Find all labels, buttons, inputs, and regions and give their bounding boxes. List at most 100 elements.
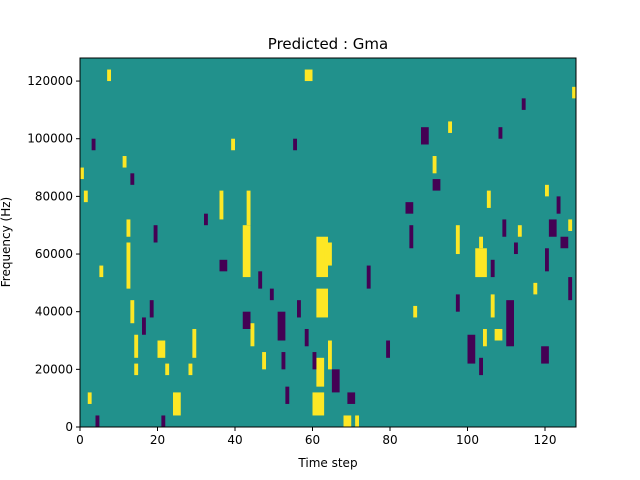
heatmap-cell-high xyxy=(250,323,255,347)
heatmap-cell-high xyxy=(328,340,332,370)
heatmap-cell-low xyxy=(91,138,96,151)
heatmap-cell-low xyxy=(502,219,507,237)
heatmap-cell-low xyxy=(366,265,371,289)
x-tick-label: 60 xyxy=(305,433,320,447)
heatmap-cell-high xyxy=(107,69,112,82)
heatmap-cell-high xyxy=(486,190,491,208)
chart-title: Predicted : Gma xyxy=(268,35,388,53)
heatmap-cell-high xyxy=(262,352,267,370)
heatmap-cell-low xyxy=(297,300,301,318)
heatmap-cell-low xyxy=(506,300,514,347)
plot-area xyxy=(79,57,577,428)
heatmap-cell-high xyxy=(83,190,88,203)
heatmap-cell-high xyxy=(448,121,453,133)
heatmap-cell-low xyxy=(432,179,441,191)
heatmap-cell-low xyxy=(285,386,290,404)
heatmap-cell-high xyxy=(188,363,193,376)
heatmap-cells xyxy=(80,69,577,427)
heatmap-cell-low xyxy=(498,127,503,139)
heatmap-cell-low xyxy=(514,242,518,255)
heatmap-cell-high xyxy=(494,328,503,341)
heatmap-cell-high xyxy=(231,138,236,151)
heatmap-cell-low xyxy=(421,127,429,145)
heatmap-cell-high xyxy=(413,305,418,318)
x-tick-label: 40 xyxy=(227,433,242,447)
x-axis-label: Time step xyxy=(297,456,357,470)
heatmap-cell-high xyxy=(126,242,131,289)
heatmap-cell-high xyxy=(316,236,329,278)
heatmap-cell-high xyxy=(130,300,135,324)
heatmap-cell-high xyxy=(545,184,549,197)
heatmap-cell-low xyxy=(409,225,414,249)
heatmap-cell-low xyxy=(467,334,476,364)
heatmap-cell-low xyxy=(281,352,286,370)
heatmap-cell-low xyxy=(142,317,146,335)
heatmap-cell-high xyxy=(122,156,127,168)
y-tick-label: 120000 xyxy=(27,74,73,88)
heatmap-cell-low xyxy=(548,219,557,237)
y-tick-label: 100000 xyxy=(27,132,73,146)
heatmap-cell-high xyxy=(483,328,487,347)
heatmap-cell-low xyxy=(269,288,274,301)
heatmap-cell-high xyxy=(312,392,325,416)
heatmap-cell-high xyxy=(192,328,197,358)
heatmap-cell-high xyxy=(87,392,92,404)
x-tick-label: 20 xyxy=(150,433,165,447)
heatmap-cell-low xyxy=(304,328,309,347)
heatmap-cell-low xyxy=(242,311,251,329)
heatmap-cell-high xyxy=(572,86,577,99)
heatmap-cell-high xyxy=(304,69,313,82)
heatmap-cell-high xyxy=(134,334,139,358)
heatmap-cell-high xyxy=(126,219,131,237)
heatmap-cell-high xyxy=(455,225,460,255)
heatmap-cell-high xyxy=(157,340,166,358)
y-tick-label: 0 xyxy=(65,420,73,434)
heatmap-cell-high xyxy=(242,225,251,278)
heatmap-cell-high xyxy=(80,167,84,180)
heatmap-cell-low xyxy=(347,392,356,404)
heatmap-cell-low xyxy=(277,311,286,341)
heatmap-cell-high xyxy=(316,357,325,387)
heatmap-cell-high xyxy=(432,156,437,174)
heatmap-cell-high xyxy=(568,219,573,231)
y-tick-label: 80000 xyxy=(35,189,73,203)
x-tick-label: 80 xyxy=(382,433,397,447)
heatmap-cell-low xyxy=(331,369,340,393)
plot-frame xyxy=(79,57,577,428)
heatmap-cell-high xyxy=(475,248,487,278)
heatmap-cell-low xyxy=(312,352,317,370)
heatmap-cell-high xyxy=(517,225,522,237)
x-axis-ticks: 0 20 40 60 80 100 120 xyxy=(76,427,556,447)
heatmap-cell-high xyxy=(219,190,224,220)
heatmap-cell-low xyxy=(560,236,569,249)
heatmap-cell-low xyxy=(204,213,208,226)
heatmap-cell-low xyxy=(386,340,391,358)
heatmap-cell-high xyxy=(343,415,352,427)
heatmap-cell-high xyxy=(246,190,251,226)
y-tick-label: 60000 xyxy=(35,247,73,261)
y-axis-label: Frequency (Hz) xyxy=(0,197,13,288)
heatmap-cell-low xyxy=(161,415,166,427)
x-tick-label: 0 xyxy=(76,433,84,447)
heatmap-cell-high xyxy=(134,363,139,376)
heatmap-cell-low xyxy=(153,225,158,243)
heatmap-cell-high xyxy=(324,242,332,266)
heatmap-cell-high xyxy=(479,236,484,249)
heatmap-cell-high xyxy=(490,294,495,318)
heatmap-cell-low xyxy=(149,300,154,318)
heatmap-cell-low xyxy=(405,202,414,214)
heatmap-cell-low xyxy=(219,259,228,272)
y-axis-ticks: 0 20000 40000 60000 80000 100000 120000 xyxy=(27,74,80,434)
heatmap-cell-high xyxy=(99,265,104,278)
heatmap-cell-low xyxy=(479,357,484,376)
x-tick-label: 100 xyxy=(456,433,479,447)
heatmap-cell-low xyxy=(568,277,573,301)
heatmap-cell-low xyxy=(521,98,526,110)
heatmap-cell-low xyxy=(95,415,100,427)
heatmap-cell-low xyxy=(541,346,549,364)
heatmap-cell-low xyxy=(258,271,263,289)
heatmap-cell-low xyxy=(130,173,135,185)
y-tick-label: 40000 xyxy=(35,305,73,319)
x-tick-label: 120 xyxy=(534,433,557,447)
heatmap-cell-high xyxy=(173,392,181,416)
